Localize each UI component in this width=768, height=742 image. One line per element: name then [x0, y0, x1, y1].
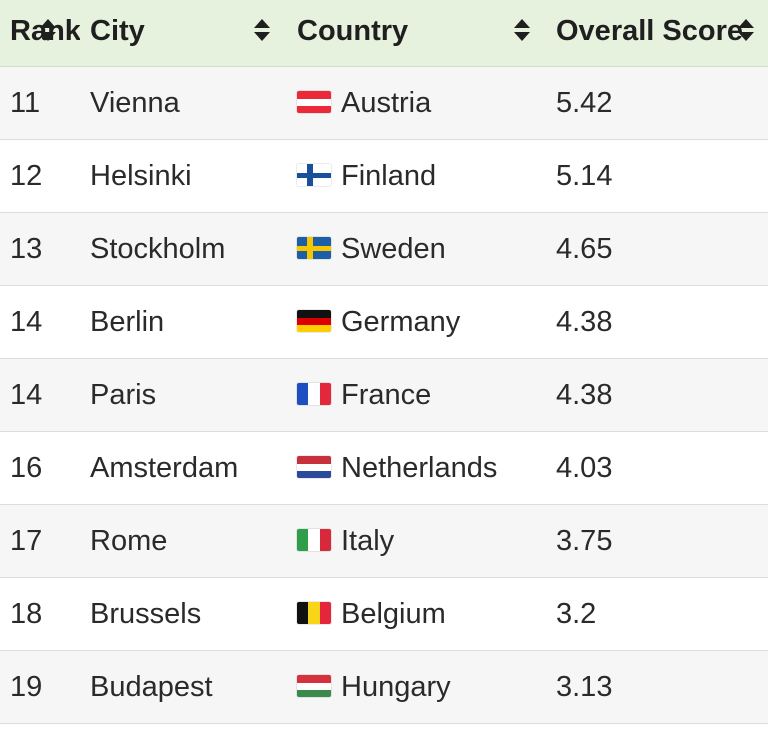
score-cell: 5.42	[556, 87, 613, 119]
city-ranking-table: Rank City Country Overall Score 11 Vienna…	[0, 0, 768, 724]
country-cell: Netherlands	[297, 432, 497, 504]
score-cell: 4.65	[556, 233, 613, 265]
city-cell: Vienna	[90, 87, 180, 119]
score-cell: 3.2	[556, 598, 597, 630]
rank-cell: 13	[10, 233, 43, 265]
country-cell: Italy	[297, 505, 394, 577]
country-cell: France	[297, 359, 431, 431]
country-name: France	[341, 379, 432, 411]
rank-cell: 14	[10, 379, 43, 411]
score-cell: 3.75	[556, 525, 613, 557]
country-name: Netherlands	[341, 452, 498, 484]
country-name: Italy	[341, 525, 395, 557]
score-cell: 3.13	[556, 671, 613, 703]
table-row: 17 Rome Italy 3.75	[0, 505, 768, 578]
sort-country-icon[interactable]	[512, 17, 532, 43]
rank-cell: 16	[10, 452, 43, 484]
country-cell: Austria	[297, 67, 431, 139]
score-cell: 4.38	[556, 306, 613, 338]
country-cell: Sweden	[297, 213, 446, 285]
country-name: Belgium	[341, 598, 446, 630]
table-row: 13 Stockholm Sweden 4.65	[0, 213, 768, 286]
country-name: Germany	[341, 306, 461, 338]
country-cell: Finland	[297, 140, 436, 212]
score-cell: 4.03	[556, 452, 613, 484]
rank-cell: 17	[10, 525, 43, 557]
rank-cell: 19	[10, 671, 43, 703]
column-header-country[interactable]: Country	[297, 15, 409, 47]
city-cell: Brussels	[90, 598, 202, 630]
sort-city-icon[interactable]	[252, 17, 272, 43]
city-cell: Budapest	[90, 671, 213, 703]
rank-cell: 11	[10, 87, 41, 119]
country-flag-icon	[297, 456, 331, 479]
score-cell: 4.38	[556, 379, 613, 411]
country-flag-icon	[297, 310, 331, 333]
score-cell: 5.14	[556, 160, 613, 192]
country-name: Sweden	[341, 233, 446, 265]
table-row: 12 Helsinki Finland 5.14	[0, 140, 768, 213]
table-row: 19 Budapest Hungary 3.13	[0, 651, 768, 724]
country-flag-icon	[297, 602, 331, 625]
country-flag-icon	[297, 237, 331, 260]
city-cell: Amsterdam	[90, 452, 239, 484]
table-row: 11 Vienna Austria 5.42	[0, 67, 768, 140]
country-cell: Hungary	[297, 651, 451, 723]
table-row: 18 Brussels Belgium 3.2	[0, 578, 768, 651]
country-name: Finland	[341, 160, 437, 192]
city-cell: Rome	[90, 525, 168, 557]
column-header-overall-score[interactable]: Overall Score	[556, 15, 743, 47]
country-name: Austria	[341, 87, 432, 119]
city-cell: Helsinki	[90, 160, 192, 192]
city-cell: Stockholm	[90, 233, 226, 265]
table-row: 14 Paris France 4.38	[0, 359, 768, 432]
rank-cell: 12	[10, 160, 43, 192]
sort-rank-icon[interactable]	[38, 17, 58, 43]
city-cell: Paris	[90, 379, 157, 411]
table-row: 16 Amsterdam Netherlands 4.03	[0, 432, 768, 505]
city-cell: Berlin	[90, 306, 165, 338]
table-body: 11 Vienna Austria 5.42 12 Helsinki Finland 5.14…	[0, 67, 768, 724]
table-header: Rank City Country Overall Score	[0, 0, 768, 67]
country-name: Hungary	[341, 671, 451, 703]
rank-cell: 18	[10, 598, 43, 630]
country-flag-icon	[297, 164, 331, 187]
country-flag-icon	[297, 675, 331, 698]
country-flag-icon	[297, 91, 331, 114]
country-flag-icon	[297, 383, 331, 406]
sort-score-icon[interactable]	[736, 17, 756, 43]
country-cell: Belgium	[297, 578, 446, 650]
rank-cell: 14	[10, 306, 43, 338]
column-header-city[interactable]: City	[90, 15, 145, 47]
table-row: 14 Berlin Germany 4.38	[0, 286, 768, 359]
column-header-rank[interactable]: Rank	[10, 15, 80, 47]
country-flag-icon	[297, 529, 331, 552]
country-cell: Germany	[297, 286, 460, 358]
